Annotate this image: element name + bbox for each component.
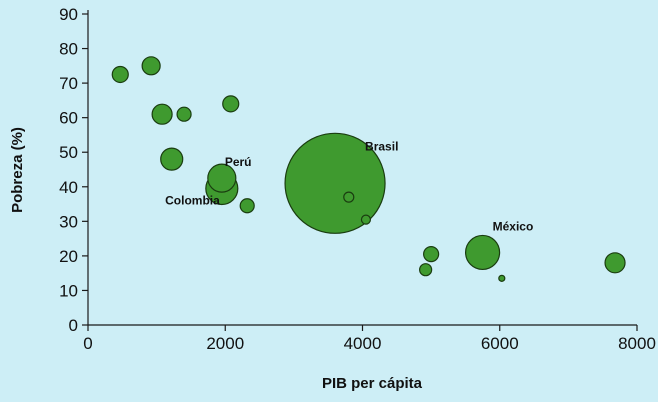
y-axis-title: Pobreza (%) <box>9 127 26 213</box>
x-tick-label: 8000 <box>618 334 656 353</box>
bubble <box>343 191 355 203</box>
y-tick-label: 50 <box>59 143 78 162</box>
bubble-perú <box>207 163 237 193</box>
x-tick-label: 6000 <box>481 334 519 353</box>
y-tick-label: 60 <box>59 109 78 128</box>
y-tick-label: 90 <box>59 5 78 24</box>
bubble <box>604 252 626 274</box>
y-tick-label: 20 <box>59 247 78 266</box>
bubble-méxico <box>464 234 501 271</box>
bubble <box>141 56 161 76</box>
bubble <box>160 147 184 171</box>
point-label-layer: Brasil México Colombia Perú <box>165 139 533 233</box>
bubble <box>423 246 440 263</box>
y-tick-label: 0 <box>69 316 78 335</box>
bubble <box>176 106 192 122</box>
x-tick-label: 4000 <box>344 334 382 353</box>
bubble <box>239 198 255 214</box>
point-label: México <box>493 219 534 233</box>
bubble <box>222 95 240 113</box>
x-tick-label: 2000 <box>206 334 244 353</box>
bubble-layer <box>111 56 626 282</box>
point-label: Colombia <box>165 194 220 208</box>
y-tick-label: 10 <box>59 281 78 300</box>
bubble-brasil <box>284 132 386 234</box>
x-tick-label: 0 <box>83 334 92 353</box>
bubble <box>360 214 372 225</box>
tick-layer: 0 10 20 30 40 50 60 70 80 90 0 2000 4000 6000 8000 <box>59 5 656 353</box>
x-axis-title: PIB per cápita <box>322 375 423 392</box>
point-label: Brasil <box>365 139 398 153</box>
bubble <box>111 65 129 84</box>
bubble <box>151 103 173 125</box>
bubble <box>419 263 433 277</box>
point-label: Perú <box>225 155 252 169</box>
y-tick-label: 40 <box>59 178 78 197</box>
y-tick-label: 70 <box>59 74 78 93</box>
y-tick-label: 30 <box>59 212 78 231</box>
y-tick-label: 80 <box>59 40 78 59</box>
bubble <box>498 274 506 282</box>
